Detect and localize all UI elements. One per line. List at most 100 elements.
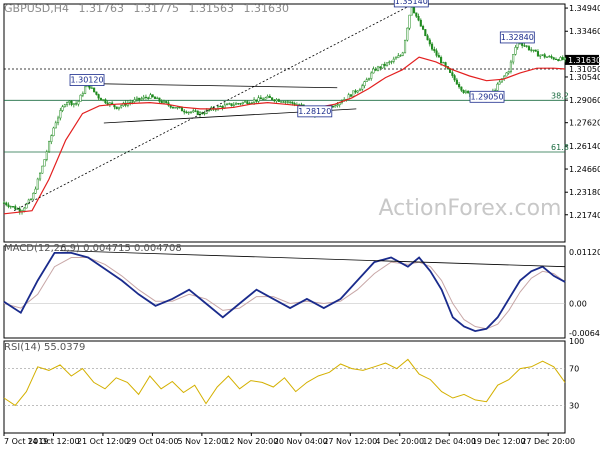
candle-body [142,96,145,99]
candle-body [79,94,82,102]
x-tick-label: 27 Dec 20:00 [521,437,575,446]
candle-body [68,100,71,103]
candle-body [349,94,353,97]
candle-body [180,107,184,112]
candle-body [135,97,138,100]
candle-body [151,94,154,98]
candle-body [356,90,359,93]
candle-body [273,99,276,102]
candle-body [401,52,404,56]
candle-body [178,107,181,109]
candle-body [277,99,280,102]
candle-body [419,19,422,27]
candle-body [27,199,30,204]
rsi-y-tick-label: 70 [569,365,579,374]
price-y-tick-label: 1.33460 [569,27,600,36]
candle-body [259,97,262,100]
candle-body [559,57,562,61]
candle-body [541,54,544,56]
candle-body [399,55,402,57]
candle-body [133,99,136,102]
candle-body [462,90,465,93]
candle-body [291,101,294,104]
x-tick-label: 4 Dec 20:00 [375,437,424,446]
candle-body [543,54,546,58]
price-annotation-box [297,105,333,118]
candle-body [453,75,456,81]
trend-line [13,4,412,212]
candle-body [334,105,337,108]
candle-body [464,90,467,93]
candle-body [162,101,166,104]
candle-body [219,105,222,108]
candle-body [394,57,398,60]
candle-body [131,101,134,103]
macd-trend-line [60,250,566,268]
candle-body [539,54,542,57]
candle-body [372,68,375,74]
candle-body [61,106,64,111]
candle-body [367,78,371,80]
candle-body [331,106,334,108]
price-annotation-box [69,74,105,86]
candle-body [460,86,463,91]
candle-body [458,84,461,88]
candle-body [428,39,431,45]
candle-body [7,204,10,207]
candle-body [205,109,208,114]
candle-body [266,95,269,99]
price-y-tick-label: 1.23180 [569,188,600,197]
candle-body [183,110,186,113]
candle-body [66,102,69,106]
candle-body [521,43,524,46]
candle-body [93,87,96,93]
candle-body [561,57,564,60]
candle-body [426,35,429,41]
candle-body [25,203,28,209]
candle-body [41,165,44,174]
candle-body [352,90,355,97]
candle-body [48,141,51,152]
candle-body [138,97,141,100]
candle-body [455,79,458,85]
candle-body [289,101,292,103]
candle-body [70,100,73,105]
candle-body [527,46,531,51]
candle-body [117,106,120,110]
high-value: 1.31775 [133,2,179,15]
candle-body [77,101,80,105]
candle-body [250,102,253,104]
rsi-label: RSI(14) 55.0379 [4,342,85,353]
macd-label: MACD(12,26,9) 0.004715 0.004708 [4,243,182,254]
candle-body [358,89,362,92]
x-tick-label: 20 Nov 04:00 [274,437,328,446]
candle-body [392,58,395,62]
candle-body [45,151,48,160]
candle-body [2,202,6,204]
candle-body [115,106,118,110]
candle-body [514,47,517,55]
candle-body [530,49,533,51]
candle-body [171,107,175,109]
x-tick-label: 19 Dec 12:00 [472,437,526,446]
candle-body [563,57,567,60]
candle-body [230,103,233,106]
candle-body [106,102,109,105]
candle-body [336,104,339,106]
candle-body [192,110,195,113]
price-y-tick-label: 1.26140 [569,142,600,151]
rsi-panel-frame [3,340,566,434]
candle-body [149,94,152,99]
candle-body [271,97,274,101]
macd-signal-line [3,257,566,330]
x-tick-label: 12 Nov 20:00 [224,437,278,446]
candle-body [415,12,418,17]
price-y-tick-label: 1.24660 [569,165,600,174]
low-value: 1.31563 [188,2,234,15]
candle-body [32,193,35,200]
rsi-line [3,358,566,407]
candle-body [59,110,62,119]
candle-body [532,49,535,51]
candle-body [467,90,470,94]
